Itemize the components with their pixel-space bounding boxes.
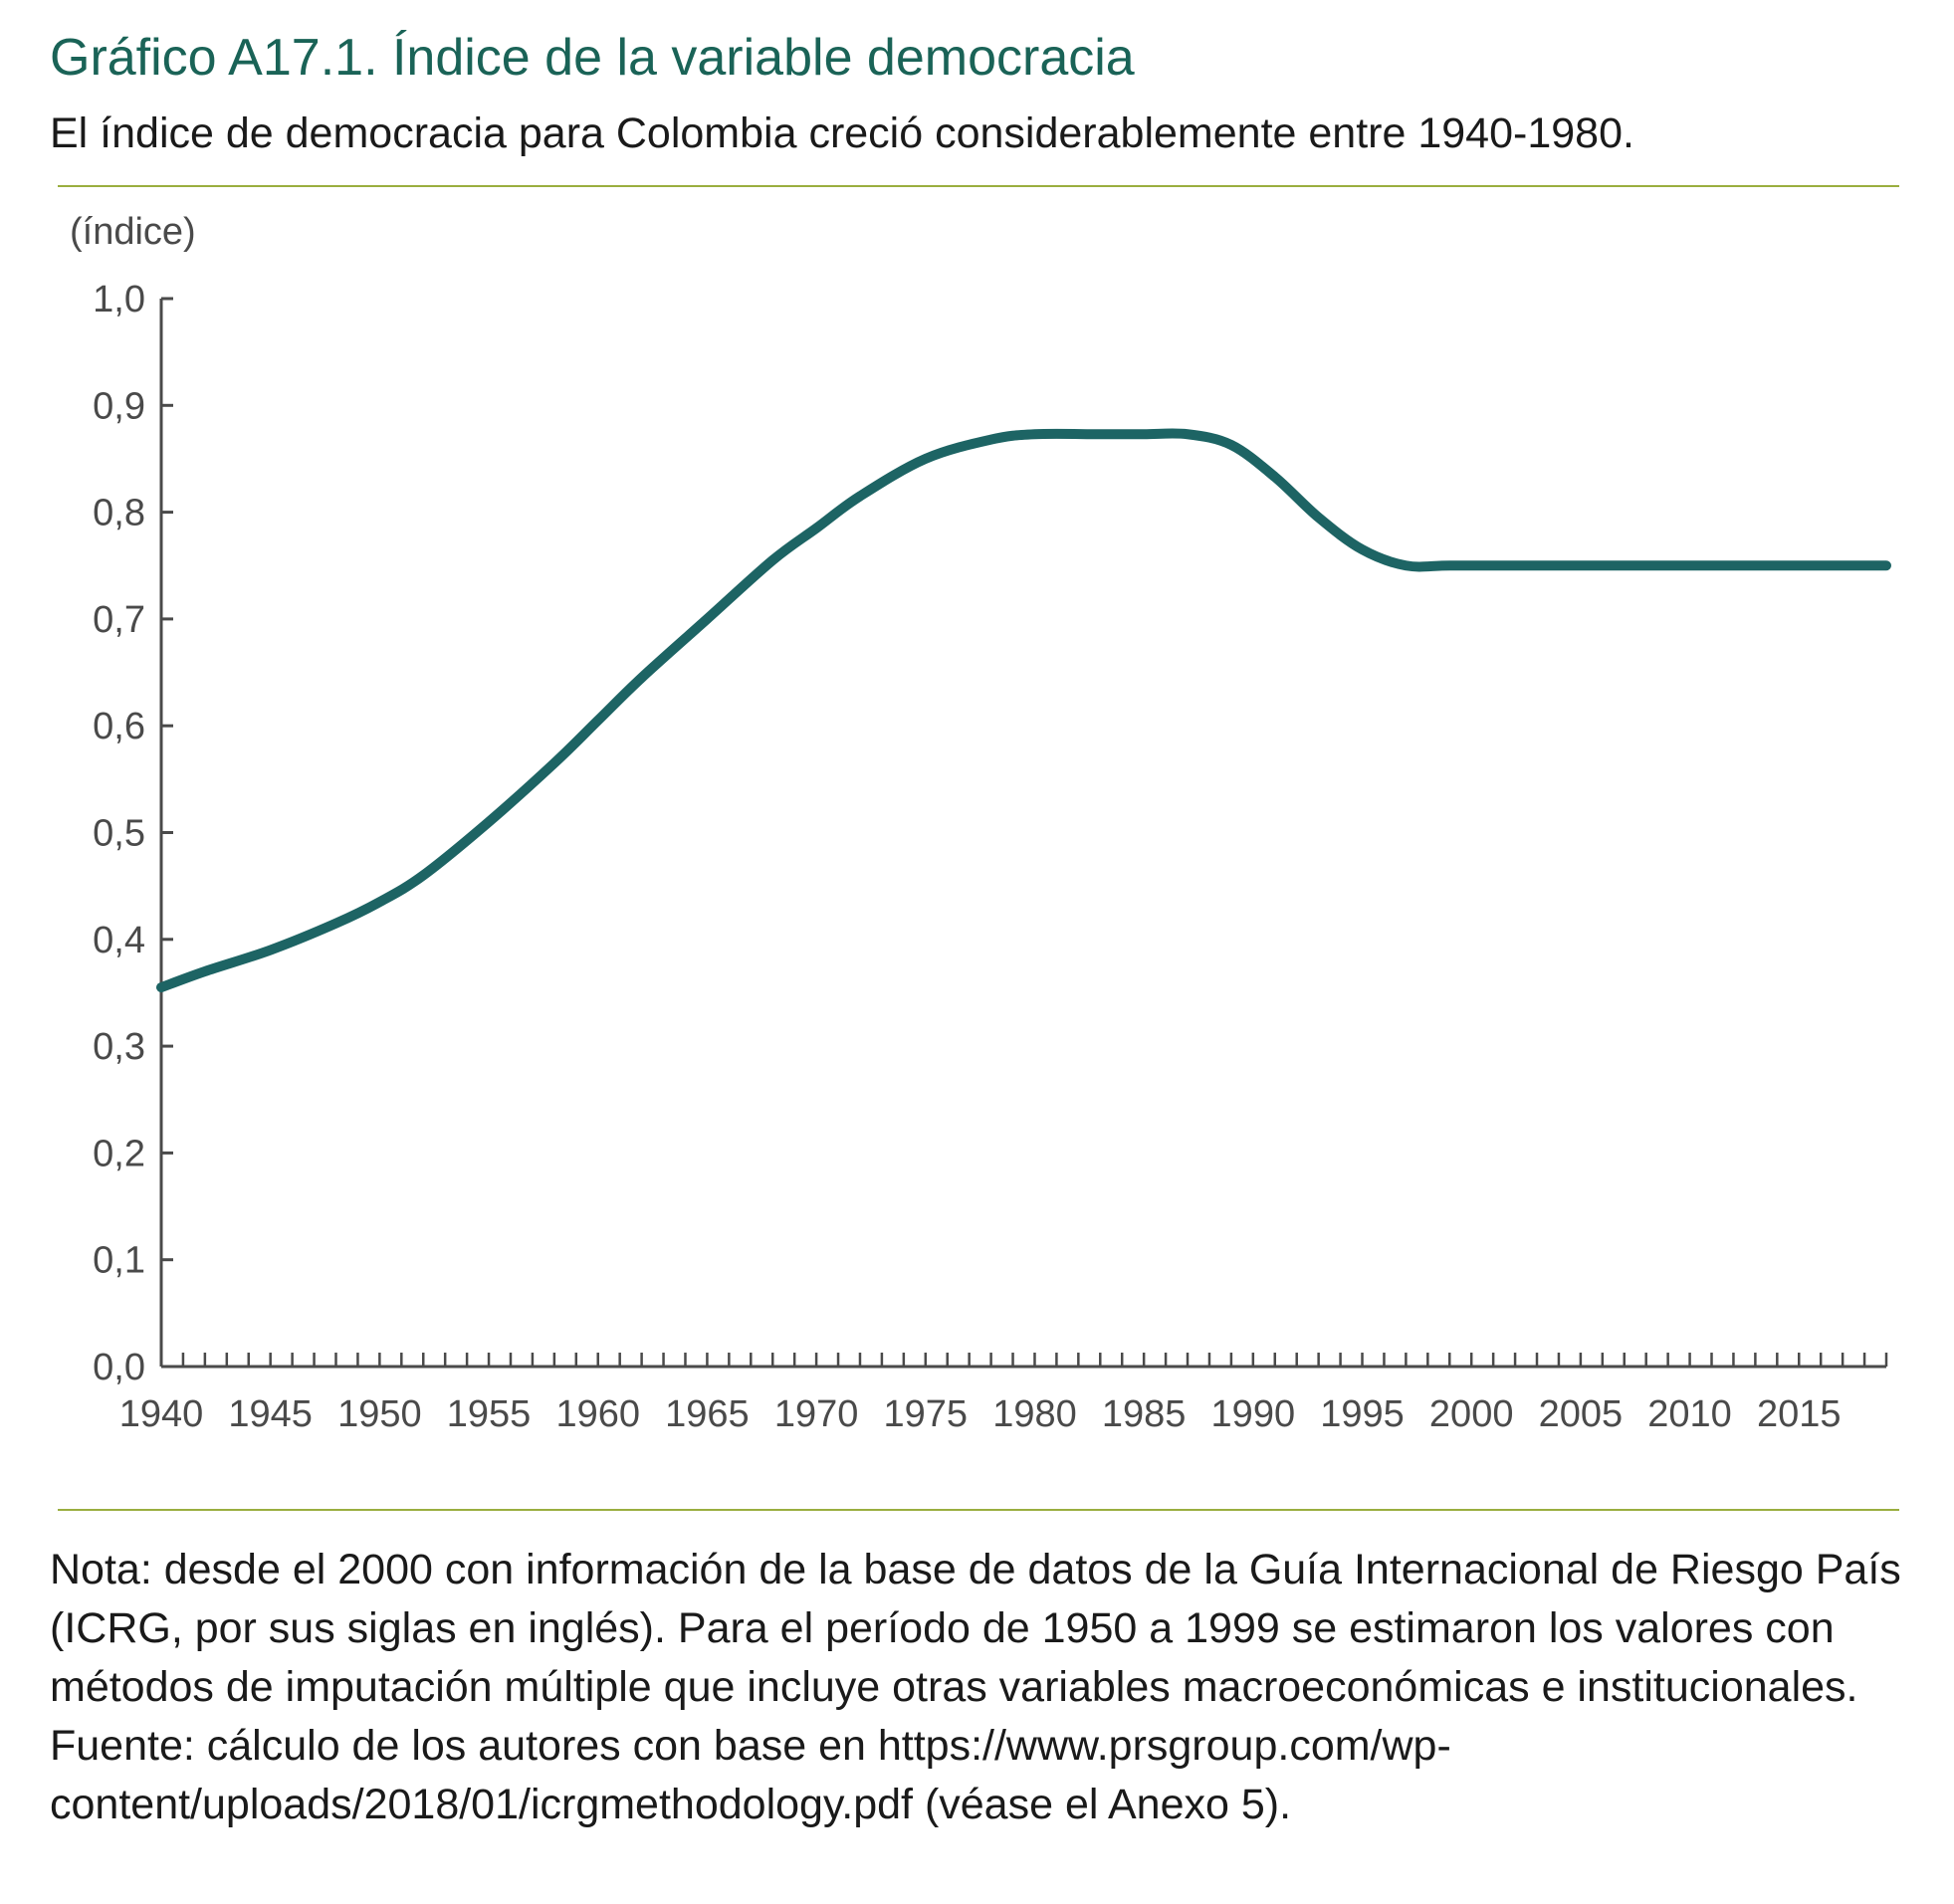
y-tick-label: 0,1 [93,1240,145,1282]
y-tick-label: 0,0 [93,1347,145,1388]
x-tick-label: 1995 [1320,1393,1405,1435]
series-line [156,428,1891,993]
x-tick-label: 2015 [1757,1393,1842,1435]
bottom-divider [58,1509,1899,1511]
x-tick-label: 1965 [665,1393,750,1435]
x-tick-label: 2005 [1539,1393,1624,1435]
top-divider [58,185,1899,187]
notes-block: Nota: desde el 2000 con información de l… [50,1541,1911,1834]
y-axis: 0,0 0,1 0,2 0,3 0,4 0,5 0,6 0,7 0,8 0,9 1,0 [93,279,173,1388]
source-text: Fuente: cálculo de los autores con base … [50,1722,1451,1828]
y-tick-label: 0,8 [93,493,145,534]
chart-subtitle: El índice de democracia para Colombia cr… [50,109,1634,157]
x-tick-label: 1980 [992,1393,1077,1435]
y-axis-label: (índice) [70,211,196,253]
line-chart: (índice) 0,0 0,1 0,2 0,3 0,4 0,5 0,6 0,7 0,8 0,9 1… [70,211,1891,1435]
y-tick-label: 0,6 [93,706,145,747]
x-tick-label: 1970 [774,1393,859,1435]
y-tick-label: 0,7 [93,599,145,641]
x-tick-label: 1940 [119,1393,204,1435]
x-tick-label: 1990 [1211,1393,1296,1435]
x-tick-label: 1985 [1102,1393,1187,1435]
x-tick-label: 1945 [228,1393,313,1435]
y-tick-label: 0,9 [93,385,145,427]
x-tick-label: 2010 [1647,1393,1732,1435]
x-tick-label: 1960 [555,1393,640,1435]
chart-title: Gráfico A17.1. Índice de la variable dem… [50,29,1135,87]
note-text: Nota: desde el 2000 con información de l… [50,1546,1901,1711]
x-tick-label: 1950 [337,1393,422,1435]
x-tick-label: 1975 [884,1393,969,1435]
y-tick-label: 0,3 [93,1026,145,1068]
x-axis: 1940 1945 1950 1955 1960 1965 1970 1975 1980 1985… [119,1353,1888,1435]
y-tick-label: 0,5 [93,813,145,855]
x-tick-label: 2000 [1429,1393,1514,1435]
y-tick-label: 0,2 [93,1133,145,1174]
x-tick-label: 1955 [447,1393,532,1435]
y-tick-label: 0,4 [93,920,145,961]
y-tick-label: 1,0 [93,279,145,320]
series-layer [156,428,1891,993]
